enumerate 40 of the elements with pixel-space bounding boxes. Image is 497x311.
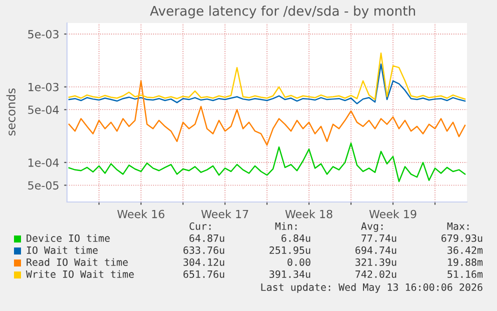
legend-label: Device IO time — [26, 234, 110, 242]
y-tick-label: 5e-05 — [28, 181, 58, 190]
text: Avg: — [361, 222, 383, 232]
text: 77.74u — [362, 234, 396, 242]
text: Min: — [275, 222, 297, 230]
text: 36.42m — [448, 246, 483, 254]
y-tick-label: 1e-04 — [28, 158, 59, 167]
text: 391.34u — [270, 270, 310, 278]
text: 251.95u — [270, 246, 310, 254]
y-axis-title: seconds — [6, 88, 16, 136]
text: 742.02u — [356, 270, 396, 278]
legend-label: IO Wait time — [26, 246, 98, 254]
line-series — [68, 142, 466, 182]
text: 321.39u — [356, 258, 396, 266]
text: 0.00 — [288, 258, 310, 266]
x-tick-label: Week 18 — [285, 210, 332, 218]
legend-label: Read IO Wait time — [26, 258, 128, 266]
text: 51.16m — [448, 270, 483, 278]
text: 304.12u — [184, 258, 224, 266]
line-series — [68, 64, 466, 104]
y-tick-label: 5e-03 — [28, 30, 58, 38]
x-tick-label: Week 17 — [201, 210, 248, 218]
y-tick-label: 1e-03 — [28, 82, 58, 92]
text: Cur: — [190, 222, 211, 230]
y-tick-label: 5e-04 — [28, 106, 59, 114]
text: 651.76u — [184, 270, 224, 278]
text: 19.88m — [448, 258, 483, 266]
text: 694.74u — [356, 246, 396, 254]
line-series — [68, 80, 466, 146]
text: 64.87u — [190, 234, 224, 242]
text: Last update: Wed May 13 16:00:06 2026 — [261, 283, 482, 293]
line-series — [68, 52, 466, 100]
text: Max: — [447, 222, 469, 230]
text: 633.76u — [184, 246, 224, 254]
x-tick-label: Week 19 — [369, 210, 416, 218]
text: 679.93u — [442, 234, 482, 242]
chart-title: Average latency for /dev/sda - by month — [150, 6, 416, 18]
text: 6.84u — [282, 234, 310, 242]
x-tick-label: Week 16 — [117, 210, 164, 218]
legend-label: Write IO Wait time — [26, 270, 134, 278]
